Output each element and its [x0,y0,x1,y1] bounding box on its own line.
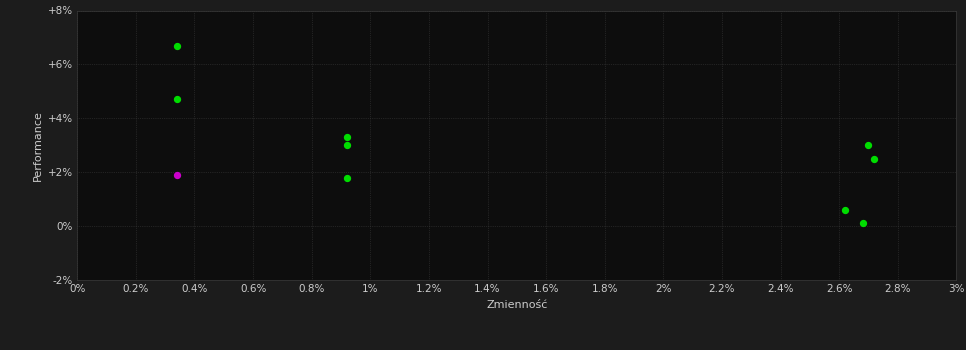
X-axis label: Zmienność: Zmienność [486,300,548,310]
Point [861,142,876,148]
Point [867,156,882,162]
Point [339,175,355,180]
Y-axis label: Performance: Performance [33,110,43,181]
Point [838,207,853,213]
Point [339,134,355,140]
Point [169,97,185,102]
Point [169,172,185,178]
Point [339,142,355,148]
Point [855,220,870,226]
Point [169,43,185,48]
